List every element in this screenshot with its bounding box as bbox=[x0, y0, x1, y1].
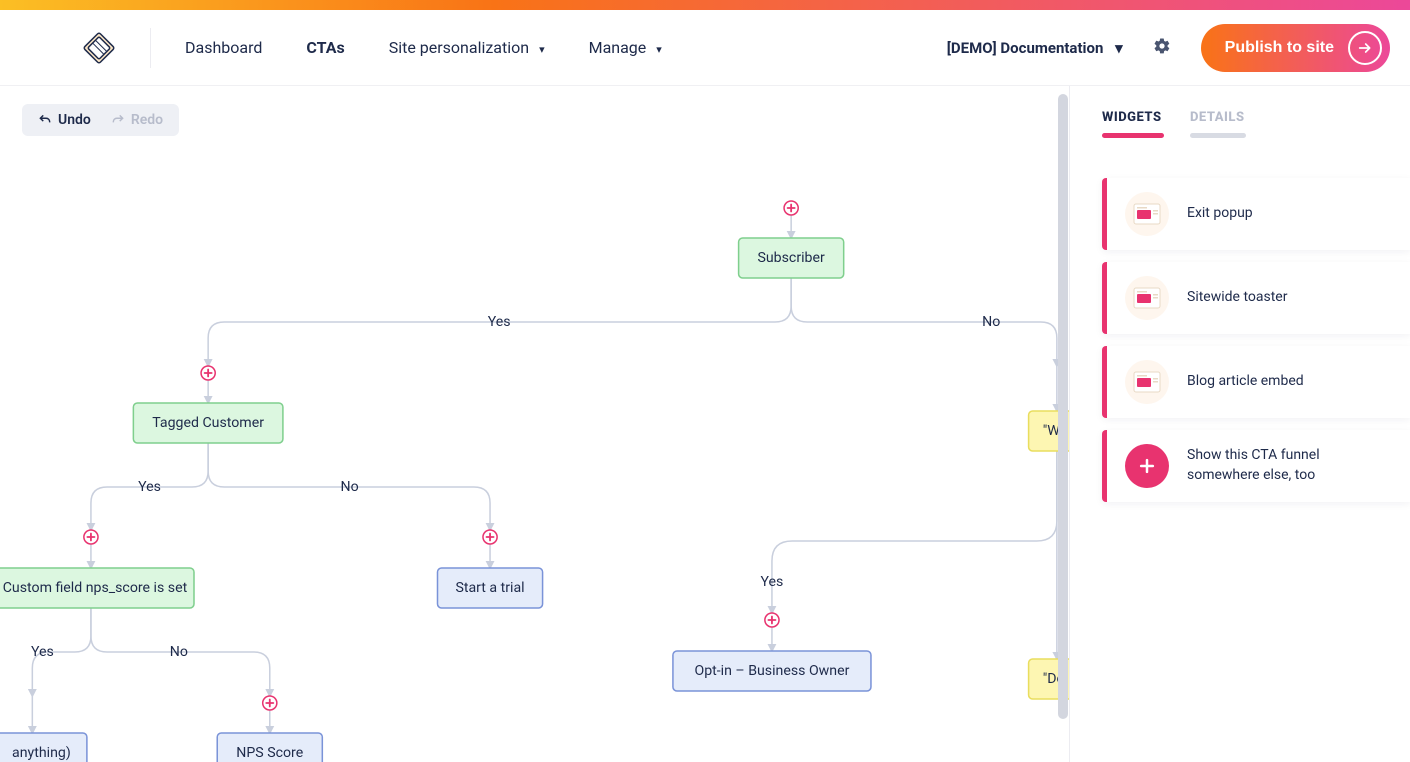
widget-label: Exit popup bbox=[1187, 204, 1253, 224]
svg-text:Tagged Customer: Tagged Customer bbox=[152, 415, 264, 431]
top-gradient-bar bbox=[0, 0, 1410, 10]
add-node-icon[interactable] bbox=[765, 613, 779, 627]
scrollbar-thumb[interactable] bbox=[1058, 94, 1068, 719]
nav-manage[interactable]: Manage ▾ bbox=[589, 38, 662, 57]
undo-button[interactable]: Undo bbox=[30, 108, 99, 132]
edge-label: Yes bbox=[138, 479, 161, 495]
flow-node[interactable]: Start a trial bbox=[438, 568, 543, 608]
publish-label: Publish to site bbox=[1225, 39, 1334, 57]
nav-site-personalization[interactable]: Site personalization ▾ bbox=[389, 38, 545, 57]
main-nav: Dashboard CTAs Site personalization ▾ Ma… bbox=[185, 38, 662, 57]
svg-text:anything): anything) bbox=[12, 745, 71, 761]
header-divider bbox=[150, 28, 151, 68]
edge-label: No bbox=[341, 479, 359, 495]
svg-text:Opt-in – Business Owner: Opt-in – Business Owner bbox=[694, 663, 849, 679]
add-node-icon[interactable] bbox=[483, 530, 497, 544]
edge-label: No bbox=[170, 644, 188, 660]
widget-card[interactable]: Exit popup bbox=[1102, 178, 1410, 250]
svg-text:Subscriber: Subscriber bbox=[758, 250, 826, 266]
widgets-list: Exit popup Sitewide toaster Blog article e… bbox=[1070, 178, 1410, 502]
flow-canvas[interactable]: Undo Redo Yes No Yes No Yes Yes No Subscriber Ta… bbox=[0, 86, 1070, 762]
flow-node[interactable]: NPS Score bbox=[217, 733, 322, 762]
chevron-down-icon: ▾ bbox=[539, 43, 545, 56]
svg-text:NPS Score: NPS Score bbox=[236, 745, 303, 761]
flow-node[interactable]: Tagged Customer bbox=[133, 403, 283, 443]
chevron-down-icon: ▾ bbox=[656, 43, 662, 56]
add-node-icon[interactable] bbox=[201, 366, 215, 380]
add-node-icon[interactable] bbox=[263, 696, 277, 710]
edge-label: Yes bbox=[488, 314, 511, 330]
chevron-down-icon: ▾ bbox=[1115, 39, 1123, 57]
arrow-right-icon bbox=[1348, 31, 1382, 65]
widget-card[interactable]: Sitewide toaster bbox=[1102, 262, 1410, 334]
tab-widgets[interactable]: WIDGETS bbox=[1102, 110, 1164, 138]
widget-thumb-icon bbox=[1125, 360, 1169, 404]
tab-widgets-label: WIDGETS bbox=[1102, 110, 1164, 125]
sidebar: WIDGETS DETAILS Exit popup Sitewide toast… bbox=[1070, 86, 1410, 762]
sidebar-tabs: WIDGETS DETAILS bbox=[1070, 110, 1410, 138]
nav-dashboard[interactable]: Dashboard bbox=[185, 38, 262, 57]
nav-site-personalization-label: Site personalization bbox=[389, 38, 529, 57]
redo-label: Redo bbox=[131, 112, 163, 128]
tab-underline bbox=[1190, 133, 1246, 138]
flow-node[interactable]: anything) bbox=[0, 733, 87, 762]
undo-label: Undo bbox=[58, 112, 91, 128]
flow-node[interactable]: Opt-in – Business Owner bbox=[673, 651, 871, 691]
flow-node[interactable]: Subscriber bbox=[739, 238, 844, 278]
widget-add-elsewhere[interactable]: Show this CTA funnel somewhere else, too bbox=[1102, 430, 1410, 502]
canvas-scrollbar[interactable] bbox=[1057, 86, 1069, 762]
settings-gear-icon[interactable] bbox=[1153, 37, 1171, 59]
nav-manage-label: Manage bbox=[589, 38, 647, 57]
widget-thumb-icon bbox=[1125, 192, 1169, 236]
environment-label: [DEMO] Documentation bbox=[947, 39, 1104, 57]
widget-label: Show this CTA funnel somewhere else, too bbox=[1187, 446, 1392, 485]
environment-picker[interactable]: [DEMO] Documentation ▾ bbox=[947, 39, 1123, 57]
add-node-icon[interactable] bbox=[84, 530, 98, 544]
app-logo[interactable] bbox=[82, 31, 116, 65]
widget-thumb-icon bbox=[1125, 276, 1169, 320]
plus-icon bbox=[1125, 444, 1169, 488]
svg-text:Start a trial: Start a trial bbox=[455, 580, 524, 596]
nav-ctas[interactable]: CTAs bbox=[306, 38, 344, 57]
flow-svg: Yes No Yes No Yes Yes No Subscriber Tagged Custo… bbox=[0, 86, 1069, 762]
app-body: Undo Redo Yes No Yes No Yes Yes No Subscriber Ta… bbox=[0, 86, 1410, 762]
widget-label: Sitewide toaster bbox=[1187, 288, 1287, 308]
edge-label: Yes bbox=[31, 644, 54, 660]
widget-card[interactable]: Blog article embed bbox=[1102, 346, 1410, 418]
redo-button: Redo bbox=[103, 108, 171, 132]
tab-underline bbox=[1102, 133, 1164, 138]
app-header: Dashboard CTAs Site personalization ▾ Ma… bbox=[0, 10, 1410, 86]
flow-node[interactable]: Custom field nps_score is set bbox=[0, 568, 194, 608]
publish-button[interactable]: Publish to site bbox=[1201, 24, 1390, 72]
tab-details[interactable]: DETAILS bbox=[1190, 110, 1246, 138]
undo-redo-toolbar: Undo Redo bbox=[22, 104, 179, 136]
header-right: [DEMO] Documentation ▾ Publish to site bbox=[947, 24, 1390, 72]
widget-label: Blog article embed bbox=[1187, 372, 1304, 392]
edge-label: Yes bbox=[761, 574, 784, 590]
add-node-icon[interactable] bbox=[784, 201, 798, 215]
svg-text:Custom field nps_score is set: Custom field nps_score is set bbox=[3, 580, 188, 596]
edge-label: No bbox=[982, 314, 1000, 330]
tab-details-label: DETAILS bbox=[1190, 110, 1246, 125]
